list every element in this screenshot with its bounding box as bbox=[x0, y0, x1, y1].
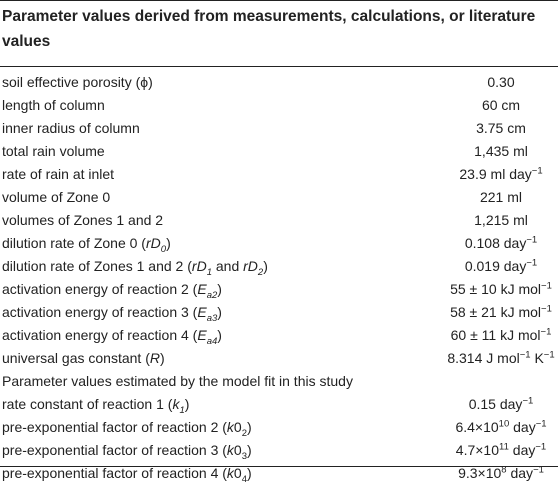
table-row: volume of Zone 0 221 ml bbox=[0, 186, 558, 209]
parameter-value: 221 ml bbox=[479, 189, 523, 205]
table-row: total rain volume 1,435 ml bbox=[0, 140, 558, 163]
parameter-label: pre-exponential factor of reaction 2 (k0… bbox=[2, 419, 252, 439]
table-header: Parameter values derived from measuremen… bbox=[2, 8, 536, 50]
parameter-value: 0.108 day−1 bbox=[464, 234, 538, 251]
parameter-value: 60 cm bbox=[481, 97, 521, 113]
parameter-value: 0.019 day−1 bbox=[464, 257, 538, 274]
parameter-value: 23.9 ml day−1 bbox=[459, 165, 543, 182]
parameter-value: 6.4×1010 day−1 bbox=[455, 418, 547, 435]
parameter-label: total rain volume bbox=[2, 143, 105, 159]
table-row: pre-exponential factor of reaction 3 (k0… bbox=[0, 439, 558, 462]
parameter-value: 0.15 day−1 bbox=[468, 395, 534, 412]
table-row: pre-exponential factor of reaction 2 (k0… bbox=[0, 416, 558, 439]
parameter-value: 1,435 ml bbox=[474, 143, 528, 159]
parameter-label: rate constant of reaction 1 (k1) bbox=[2, 396, 190, 416]
parameter-label: activation energy of reaction 2 (Ea2) bbox=[2, 281, 222, 301]
table-top-rule bbox=[0, 0, 558, 1]
parameter-label: rate of rain at inlet bbox=[2, 166, 115, 182]
parameter-label: soil effective porosity (ϕ) bbox=[2, 74, 153, 90]
parameter-label: volumes of Zones 1 and 2 bbox=[2, 212, 164, 228]
table-row: activation energy of reaction 2 (Ea2) 55 … bbox=[0, 278, 558, 301]
table-row: dilution rate of Zones 1 and 2 (rD1 and … bbox=[0, 255, 558, 278]
parameter-label: length of column bbox=[2, 97, 105, 113]
parameter-label: universal gas constant (R) bbox=[2, 350, 165, 366]
parameter-value: 58 ± 21 kJ mol−1 bbox=[450, 303, 552, 320]
parameter-value: 60 ± 11 kJ mol−1 bbox=[450, 326, 552, 343]
table-row: rate constant of reaction 1 (k1) 0.15 day… bbox=[0, 393, 558, 416]
parameter-value: 0.30 bbox=[487, 74, 515, 90]
parameter-value: 1,215 ml bbox=[474, 212, 528, 228]
parameter-value: 8.314 J mol−1 K−1 bbox=[447, 349, 555, 366]
table-header-rule bbox=[0, 66, 558, 67]
parameter-label: inner radius of column bbox=[2, 120, 140, 136]
table-row: activation energy of reaction 3 (Ea3) 58 … bbox=[0, 301, 558, 324]
parameter-label: dilution rate of Zones 1 and 2 (rD1 and … bbox=[2, 258, 268, 278]
table-row: volumes of Zones 1 and 2 1,215 ml bbox=[0, 209, 558, 232]
table-row: dilution rate of Zone 0 (rD0) 0.108 day−1 bbox=[0, 232, 558, 255]
parameter-label: pre-exponential factor of reaction 3 (k0… bbox=[2, 442, 252, 462]
parameter-label: activation energy of reaction 4 (Ea4) bbox=[2, 327, 222, 347]
parameter-label: dilution rate of Zone 0 (rD0) bbox=[2, 235, 171, 255]
table-row: inner radius of column 3.75 cm bbox=[0, 117, 558, 140]
parameter-label: activation energy of reaction 3 (Ea3) bbox=[2, 304, 222, 324]
table-row: length of column 60 cm bbox=[0, 94, 558, 117]
parameter-value: 3.75 cm bbox=[476, 120, 526, 136]
parameter-value: 55 ± 10 kJ mol−1 bbox=[450, 280, 552, 297]
parameter-value: 4.7×1011 day−1 bbox=[455, 441, 547, 458]
table-row: activation energy of reaction 4 (Ea4) 60 … bbox=[0, 324, 558, 347]
table-row: soil effective porosity (ϕ) 0.30 bbox=[0, 71, 558, 94]
table-row: rate of rain at inlet 23.9 ml day−1 bbox=[0, 163, 558, 186]
estimated-section-title: Parameter values estimated by the model … bbox=[2, 373, 353, 389]
table-row: universal gas constant (R) 8.314 J mol−1 … bbox=[0, 347, 558, 370]
parameter-label: volume of Zone 0 bbox=[2, 189, 111, 205]
